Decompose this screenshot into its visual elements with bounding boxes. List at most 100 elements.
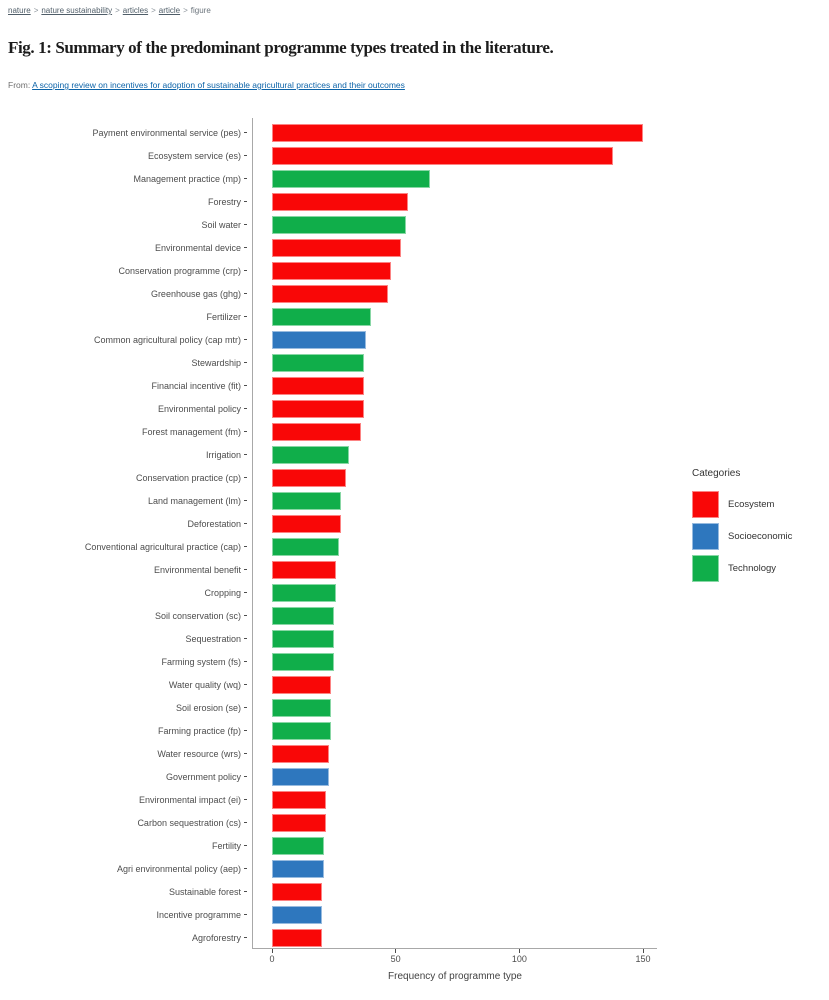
breadcrumb-link[interactable]: articles <box>122 6 149 15</box>
source-article-link[interactable]: A scoping review on incentives for adopt… <box>32 80 405 90</box>
bar-row: Forest management (fm) <box>0 420 829 443</box>
y-axis-tick <box>244 661 247 662</box>
bar-row: Fertilizer <box>0 305 829 328</box>
y-axis-label: Financial incentive (fit) <box>151 380 241 391</box>
bar <box>272 629 334 648</box>
y-axis-label: Water resource (wrs) <box>157 748 241 759</box>
bar <box>272 146 614 165</box>
bar <box>272 307 371 326</box>
y-axis-label: Management practice (mp) <box>133 173 241 184</box>
bar-row: Conservation programme (crp) <box>0 259 829 282</box>
x-axis-tick-label: 0 <box>269 954 275 964</box>
y-axis-label: Farming system (fs) <box>161 656 241 667</box>
bar <box>272 790 327 809</box>
bar-row: Agri environmental policy (aep) <box>0 857 829 880</box>
y-axis-label: Forest management (fm) <box>141 426 241 437</box>
legend-label: Socioeconomic <box>728 531 793 542</box>
y-axis-tick <box>244 224 247 225</box>
bar-row: Payment environmental service (pes) <box>0 121 829 144</box>
y-axis-tick <box>244 270 247 271</box>
bar-row: Environmental device <box>0 236 829 259</box>
x-axis-tick <box>395 949 397 953</box>
bar-row: Irrigation <box>0 443 829 466</box>
bar-row: Deforestation <box>0 512 829 535</box>
breadcrumb-separator: > <box>151 6 156 15</box>
bar <box>272 560 337 579</box>
y-axis-label: Cropping <box>204 587 241 598</box>
breadcrumb-link[interactable]: nature sustainability <box>41 6 113 15</box>
y-axis-tick <box>244 132 247 133</box>
legend-items: Ecosystem Socioeconomic Technology <box>692 491 792 582</box>
bar <box>272 491 342 510</box>
bar <box>272 859 324 878</box>
y-axis-label: Stewardship <box>191 357 241 368</box>
y-axis-label: Conventional agricultural practice (cap) <box>84 541 241 552</box>
y-axis-tick <box>244 730 247 731</box>
y-axis-label: Environmental device <box>154 242 241 253</box>
y-axis-tick <box>244 477 247 478</box>
y-axis-label: Farming practice (fp) <box>157 725 241 736</box>
bar <box>272 422 361 441</box>
breadcrumb-link[interactable]: nature <box>8 6 31 15</box>
y-axis-label: Water quality (wq) <box>168 679 241 690</box>
y-axis-tick <box>244 316 247 317</box>
bar-row: Environmental benefit <box>0 558 829 581</box>
bar-row: Carbon sequestration (cs) <box>0 811 829 834</box>
y-axis-label: Carbon sequestration (cs) <box>137 817 241 828</box>
bar <box>272 169 431 188</box>
legend-item: Technology <box>692 555 792 582</box>
bar <box>272 606 334 625</box>
bar <box>272 330 366 349</box>
breadcrumb-link[interactable]: article <box>158 6 181 15</box>
legend-item: Socioeconomic <box>692 523 792 550</box>
y-axis-tick <box>244 385 247 386</box>
y-axis-tick <box>244 293 247 294</box>
bar <box>272 353 364 372</box>
y-axis-tick <box>244 339 247 340</box>
y-axis-label: Fertilizer <box>206 311 241 322</box>
bar <box>272 698 332 717</box>
chart-rows: Payment environmental service (pes) Ecos… <box>0 121 829 949</box>
bar-row: Conventional agricultural practice (cap) <box>0 535 829 558</box>
y-axis-tick <box>244 592 247 593</box>
bar-row: Fertility <box>0 834 829 857</box>
bar-row: Sustainable forest <box>0 880 829 903</box>
y-axis-tick <box>244 201 247 202</box>
y-axis-tick <box>244 684 247 685</box>
y-axis-tick <box>244 914 247 915</box>
breadcrumb-separator: > <box>115 6 120 15</box>
bar-row: Farming practice (fp) <box>0 719 829 742</box>
y-axis-label: Sequestration <box>185 633 241 644</box>
bar-row: Soil water <box>0 213 829 236</box>
y-axis-tick <box>244 638 247 639</box>
bar <box>272 238 401 257</box>
y-axis-tick <box>244 454 247 455</box>
y-axis-label: Agroforestry <box>191 932 241 943</box>
bar <box>272 836 324 855</box>
legend-label: Ecosystem <box>728 499 775 510</box>
y-axis-label: Common agricultural policy (cap mtr) <box>93 334 241 345</box>
y-axis-label: Forestry <box>207 196 241 207</box>
y-axis-label: Greenhouse gas (ghg) <box>150 288 241 299</box>
y-axis-label: Payment environmental service (pes) <box>92 127 241 138</box>
y-axis-tick <box>244 500 247 501</box>
breadcrumb-current: figure <box>190 6 211 15</box>
y-axis-label: Soil conservation (sc) <box>154 610 241 621</box>
y-axis-tick <box>244 868 247 869</box>
x-axis-tick-label: 150 <box>635 954 651 964</box>
bar <box>272 928 322 947</box>
bar <box>272 537 339 556</box>
y-axis-label: Incentive programme <box>156 909 241 920</box>
bar-row: Environmental impact (ei) <box>0 788 829 811</box>
breadcrumb: nature > nature sustainability > articles > ar… <box>8 6 211 15</box>
y-axis-tick <box>244 822 247 823</box>
y-axis-tick <box>244 799 247 800</box>
bar <box>272 215 406 234</box>
legend-swatch <box>692 523 719 550</box>
y-axis-label: Environmental benefit <box>153 564 241 575</box>
y-axis-label: Fertility <box>212 840 241 851</box>
bar <box>272 767 329 786</box>
bar <box>272 583 337 602</box>
bar-row: Forestry <box>0 190 829 213</box>
y-axis-tick <box>244 937 247 938</box>
